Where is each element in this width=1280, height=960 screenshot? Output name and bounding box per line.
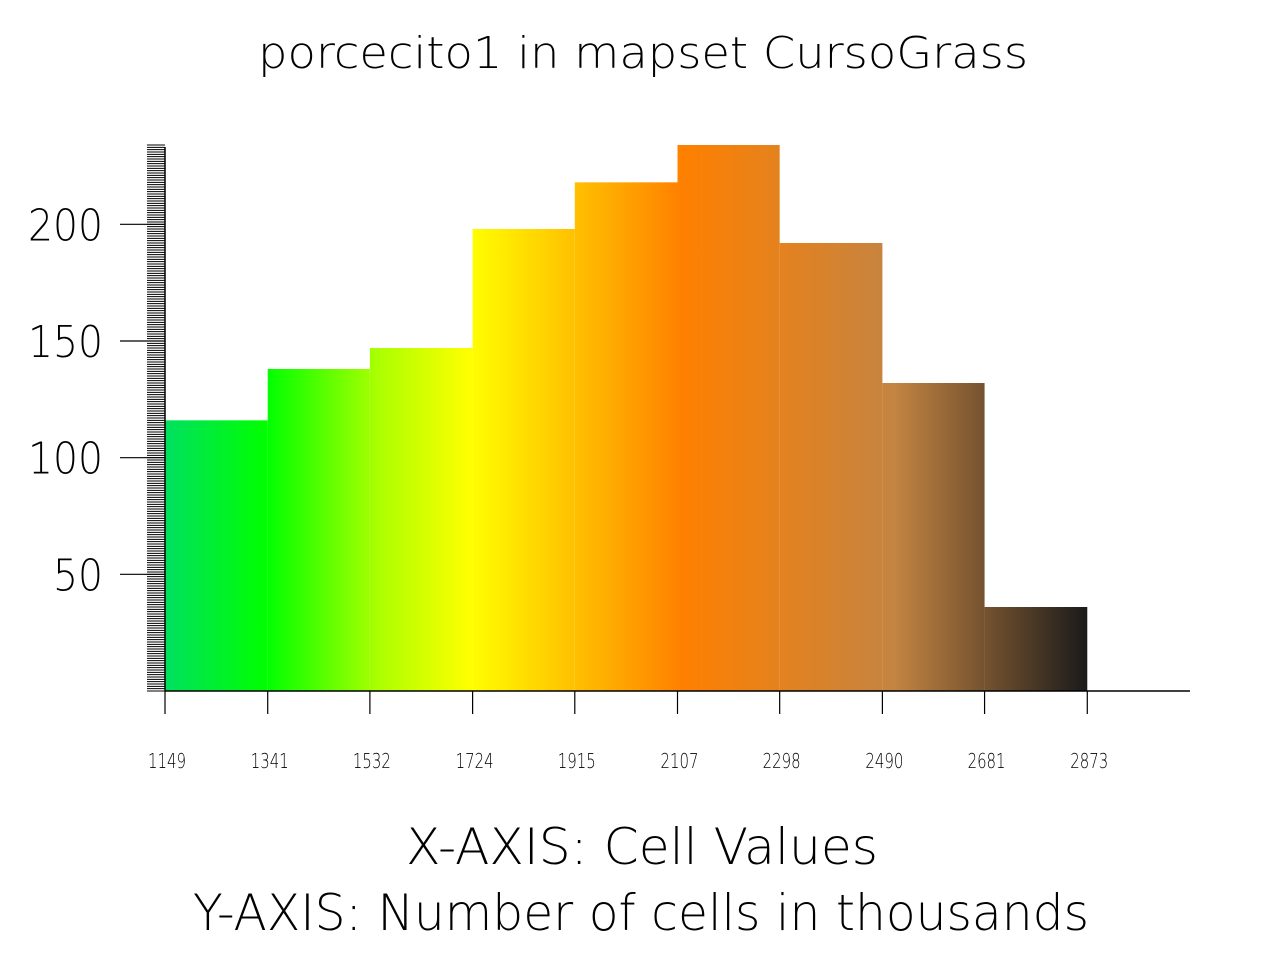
- y-tick-label: 200: [28, 200, 103, 251]
- x-tick-label: 2490: [865, 749, 903, 773]
- y-tick-label: 150: [28, 317, 103, 368]
- histogram-bar: [984, 607, 1088, 691]
- y-tick-label: 50: [53, 550, 103, 601]
- chart-title: porcecito1 in mapset CursoGrass: [258, 28, 1028, 79]
- x-tick-label: 2107: [661, 749, 699, 773]
- x-tick-label: 2681: [968, 749, 1006, 773]
- bars-group: [165, 145, 1088, 692]
- histogram-bar: [165, 420, 268, 691]
- x-tick-label: 1532: [353, 749, 391, 773]
- y-tick-label: 100: [28, 434, 103, 485]
- x-tick-label: 1341: [251, 749, 289, 773]
- x-tick-label: 1149: [148, 749, 186, 773]
- x-tick-label: 2873: [1070, 749, 1108, 773]
- histogram-bar: [677, 145, 780, 691]
- histogram-bar: [369, 348, 473, 691]
- histogram-bar: [267, 369, 370, 691]
- x-axis-ticks: 1149 1341 1532 1724 1915 2107 2298 2490 2681 2873: [148, 691, 1108, 773]
- histogram-bar: [882, 383, 985, 691]
- x-tick-label: 1915: [558, 749, 596, 773]
- x-axis-label: X-AXIS: Cell Values: [406, 818, 878, 876]
- y-axis-label: Y-AXIS: Number of cells in thousands: [193, 884, 1089, 942]
- histogram-bar: [472, 229, 575, 691]
- y-axis-ticks: 50 100 150 200: [28, 200, 165, 601]
- histogram-bar: [574, 182, 678, 692]
- x-tick-label: 2298: [763, 749, 801, 773]
- histogram-bar: [779, 243, 883, 691]
- x-tick-label: 1724: [456, 749, 494, 773]
- y-minor-ticks: [147, 144, 165, 692]
